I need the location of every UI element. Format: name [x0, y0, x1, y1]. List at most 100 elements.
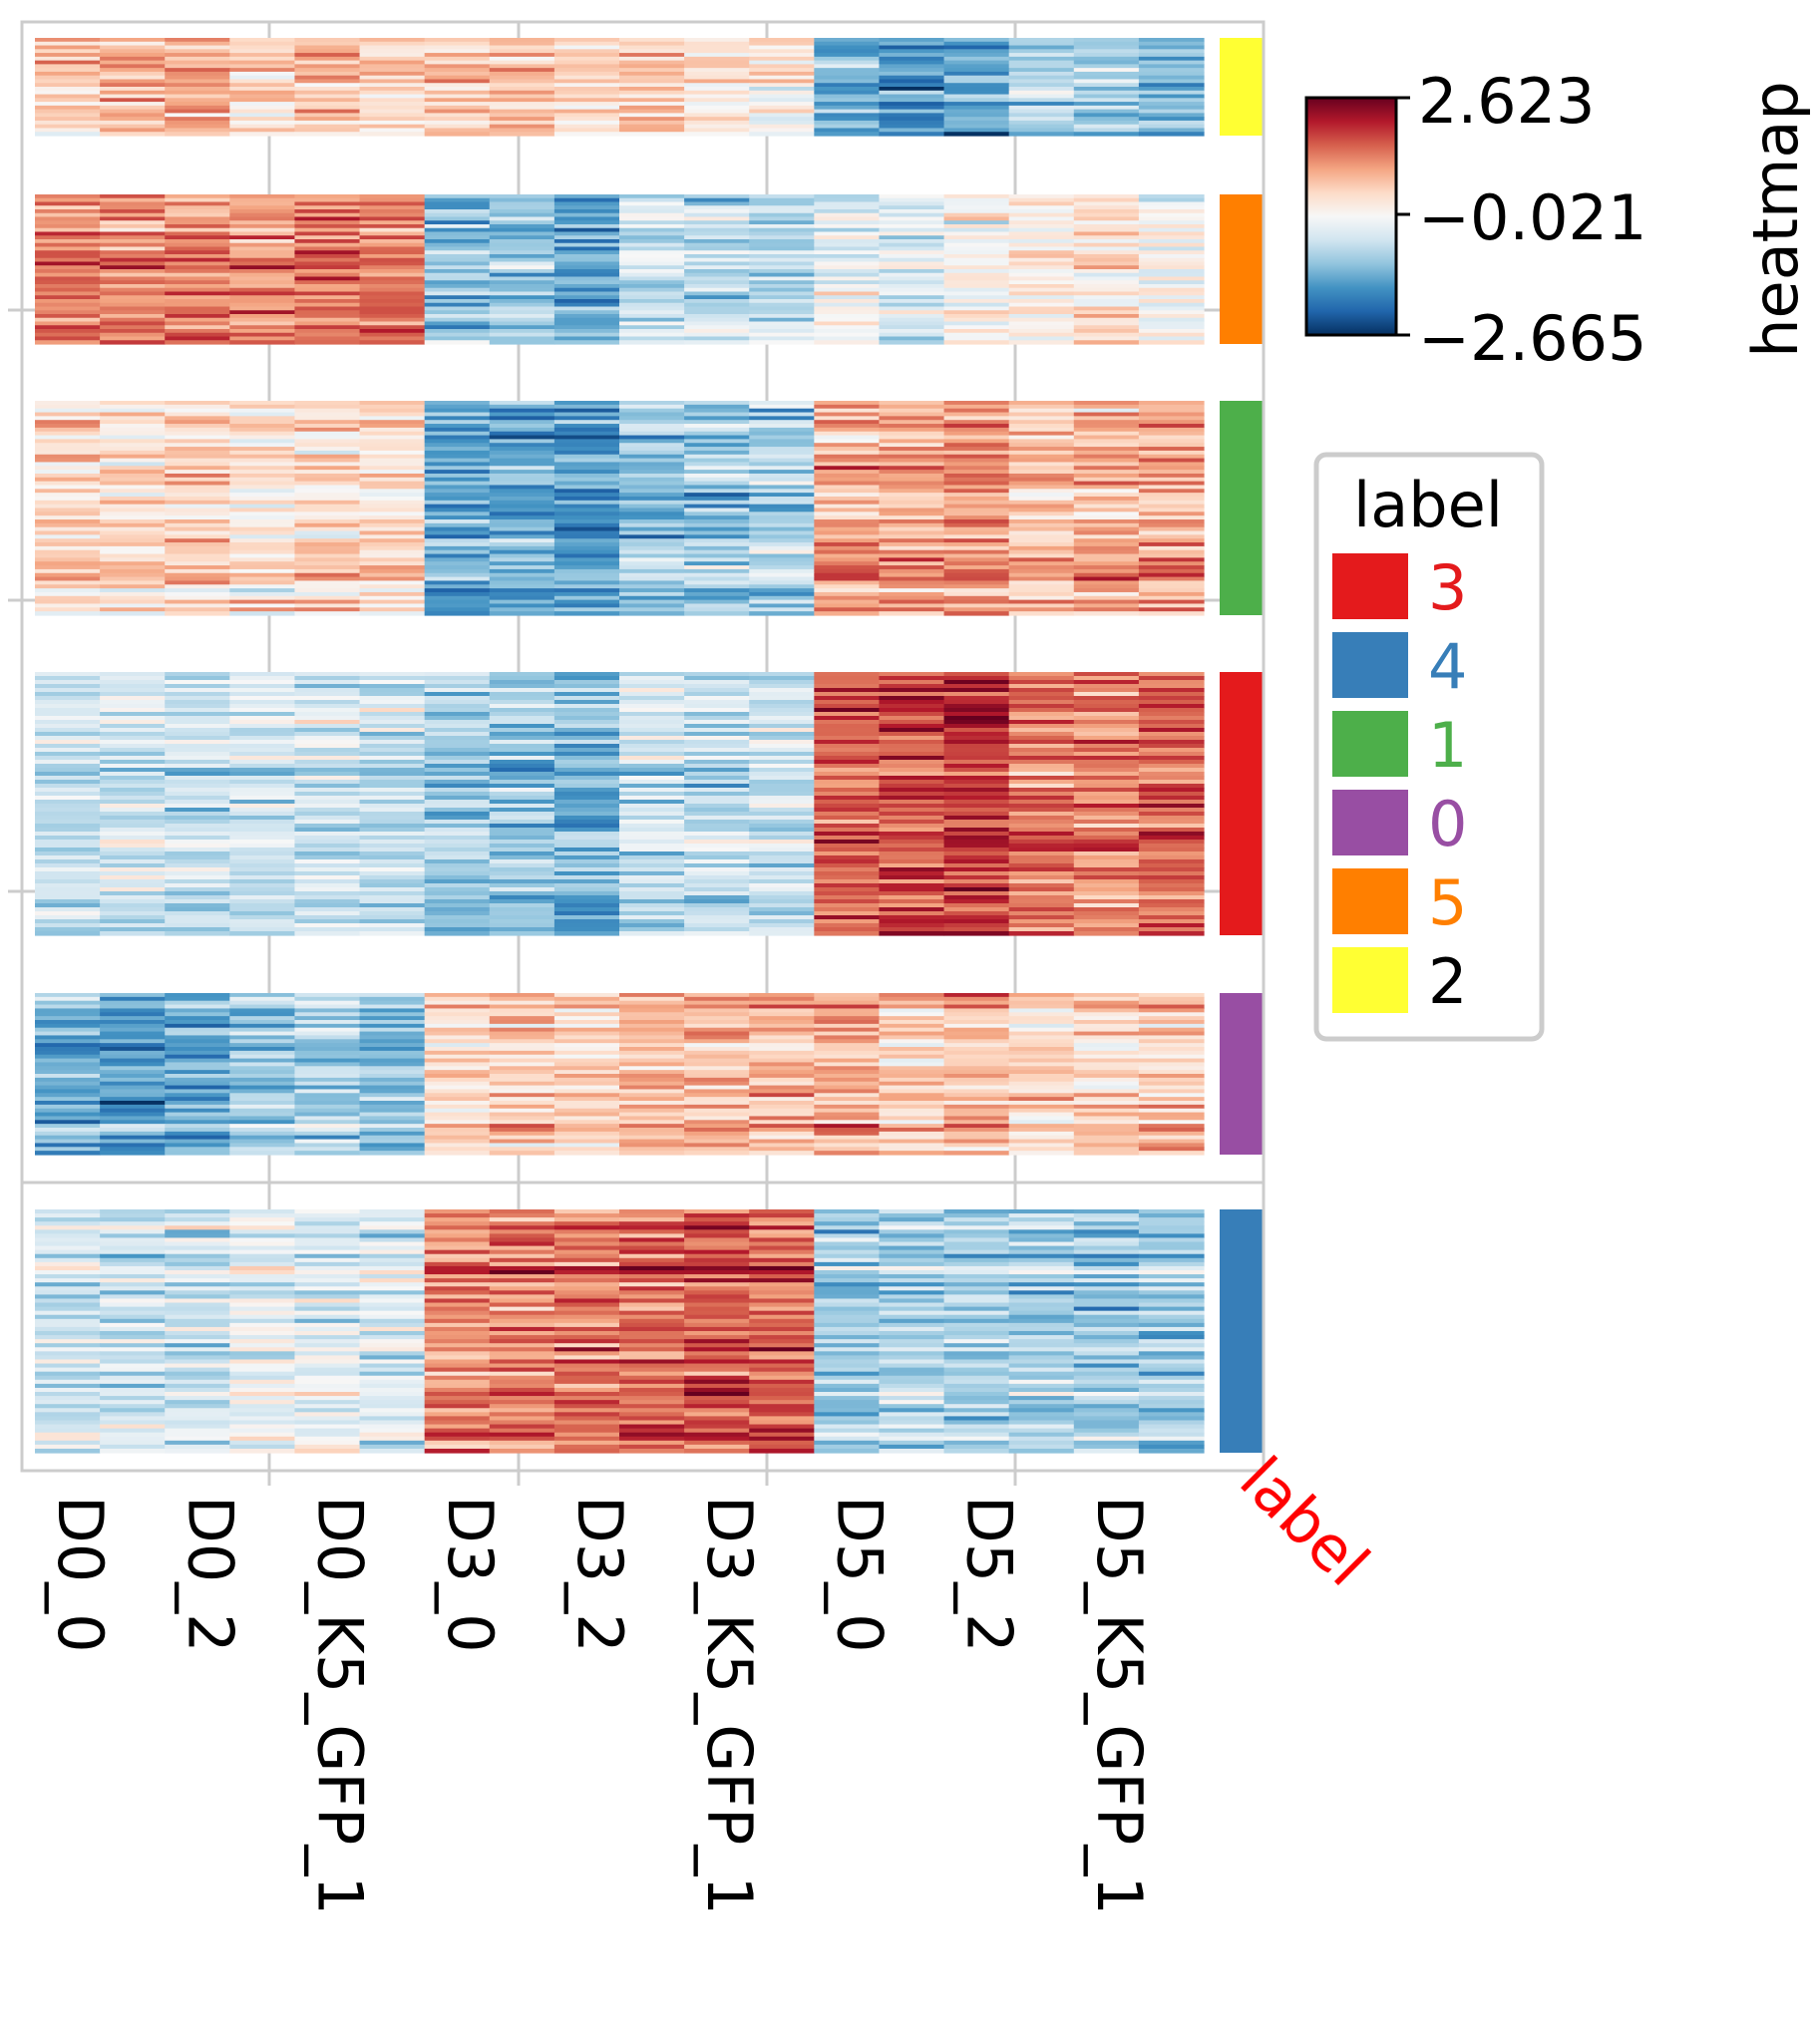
heatmap-cell — [35, 79, 101, 84]
heatmap-cell — [553, 519, 620, 524]
heatmap-cell — [684, 549, 750, 555]
heatmap-cell — [165, 796, 230, 801]
heatmap-cell — [553, 923, 620, 928]
heatmap-cell — [424, 784, 491, 789]
heatmap-cell — [814, 1124, 881, 1129]
heatmap-cell — [553, 132, 620, 137]
heatmap-cell — [684, 519, 750, 524]
heatmap-cell — [879, 458, 945, 464]
heatmap-cell — [424, 458, 491, 464]
heatmap-cell — [424, 680, 491, 685]
heatmap-cell — [229, 760, 296, 765]
heatmap-cell — [229, 321, 296, 326]
heatmap-cell — [684, 1081, 750, 1087]
heatmap-cell — [489, 515, 555, 520]
heatmap-cell — [814, 105, 881, 111]
heatmap-cell — [749, 816, 815, 821]
heatmap-cell — [879, 295, 945, 300]
heatmap-cell — [100, 60, 166, 65]
heatmap-cell — [100, 124, 166, 130]
heatmap-cell — [619, 302, 685, 308]
heatmap-cell — [165, 197, 230, 203]
heatmap-cell — [100, 1066, 166, 1071]
heatmap-cell — [684, 317, 750, 323]
heatmap-cell — [489, 1379, 555, 1385]
heatmap-cell — [424, 71, 491, 77]
heatmap-cell — [553, 1070, 620, 1075]
heatmap-cell — [879, 1326, 945, 1332]
heatmap-cell — [553, 1383, 620, 1389]
heatmap-cell — [879, 1085, 945, 1091]
heatmap-cell — [749, 1221, 815, 1226]
heatmap-cell — [229, 212, 296, 218]
heatmap-cell — [165, 824, 230, 829]
heatmap-cell — [35, 332, 101, 338]
heatmap-cell — [749, 595, 815, 601]
heatmap-cell — [943, 201, 1010, 206]
heatmap-cell — [1138, 599, 1205, 605]
heatmap-cell — [294, 1359, 361, 1365]
heatmap-cell — [100, 511, 166, 516]
heatmap-cell — [879, 576, 945, 582]
heatmap-cell — [553, 1274, 620, 1279]
heatmap-cell — [35, 462, 101, 467]
heatmap-cell — [684, 576, 750, 582]
heatmap-cell — [879, 466, 945, 471]
heatmap-cell — [1073, 314, 1140, 319]
heatmap-cell — [749, 302, 815, 308]
heatmap-cell — [229, 599, 296, 605]
heatmap-cell — [229, 235, 296, 240]
heatmap-cell — [489, 60, 555, 65]
heatmap-cell — [1008, 68, 1075, 73]
heatmap-cell — [1008, 239, 1075, 244]
heatmap-cell — [165, 515, 230, 520]
heatmap-cell — [1008, 542, 1075, 547]
heatmap-cell — [359, 1089, 426, 1094]
heatmap-cell — [684, 132, 750, 137]
heatmap-cell — [749, 788, 815, 793]
heatmap-cell — [294, 511, 361, 516]
heatmap-cell — [229, 90, 296, 96]
heatmap-cell — [814, 708, 881, 713]
heatmap-cell — [619, 295, 685, 300]
heatmap-cell — [100, 1253, 166, 1259]
heatmap-cell — [35, 45, 101, 50]
heatmap-cell — [684, 1367, 750, 1373]
heatmap-cell — [1073, 109, 1140, 114]
heatmap-cell — [424, 1039, 491, 1044]
heatmap-cell — [359, 117, 426, 122]
heatmap-cell — [35, 530, 101, 535]
heatmap-cell — [165, 224, 230, 229]
heatmap-cell — [1073, 1070, 1140, 1075]
heatmap-cell — [229, 1147, 296, 1152]
heatmap-cell — [1138, 325, 1205, 330]
heatmap-cell — [229, 1371, 296, 1377]
heatmap-cell — [943, 588, 1010, 593]
heatmap-cell — [1073, 772, 1140, 777]
heatmap-cell — [359, 1270, 426, 1275]
heatmap-cell — [100, 332, 166, 338]
heatmap-cell — [553, 1151, 620, 1156]
heatmap-cell — [35, 329, 101, 334]
heatmap-cell — [879, 325, 945, 330]
heatmap-cell — [35, 607, 101, 612]
heatmap-cell — [165, 1039, 230, 1044]
heatmap-cell — [424, 224, 491, 229]
heatmap-cell — [1138, 553, 1205, 559]
heatmap-cell — [619, 306, 685, 311]
heatmap-cell — [619, 209, 685, 214]
heatmap-cell — [100, 489, 166, 494]
heatmap-cell — [1073, 1318, 1140, 1324]
heatmap-cell — [165, 1290, 230, 1295]
heatmap-cell — [943, 1131, 1010, 1137]
heatmap-cell — [424, 672, 491, 677]
heatmap-cell — [749, 903, 815, 908]
heatmap-cell — [489, 708, 555, 713]
heatmap-cell — [879, 332, 945, 338]
heatmap-cell — [814, 321, 881, 326]
heatmap-cell — [229, 855, 296, 860]
heatmap-cell — [35, 408, 101, 414]
heatmap-cell — [619, 557, 685, 562]
heatmap-cell — [424, 1396, 491, 1401]
heatmap-cell — [749, 117, 815, 122]
